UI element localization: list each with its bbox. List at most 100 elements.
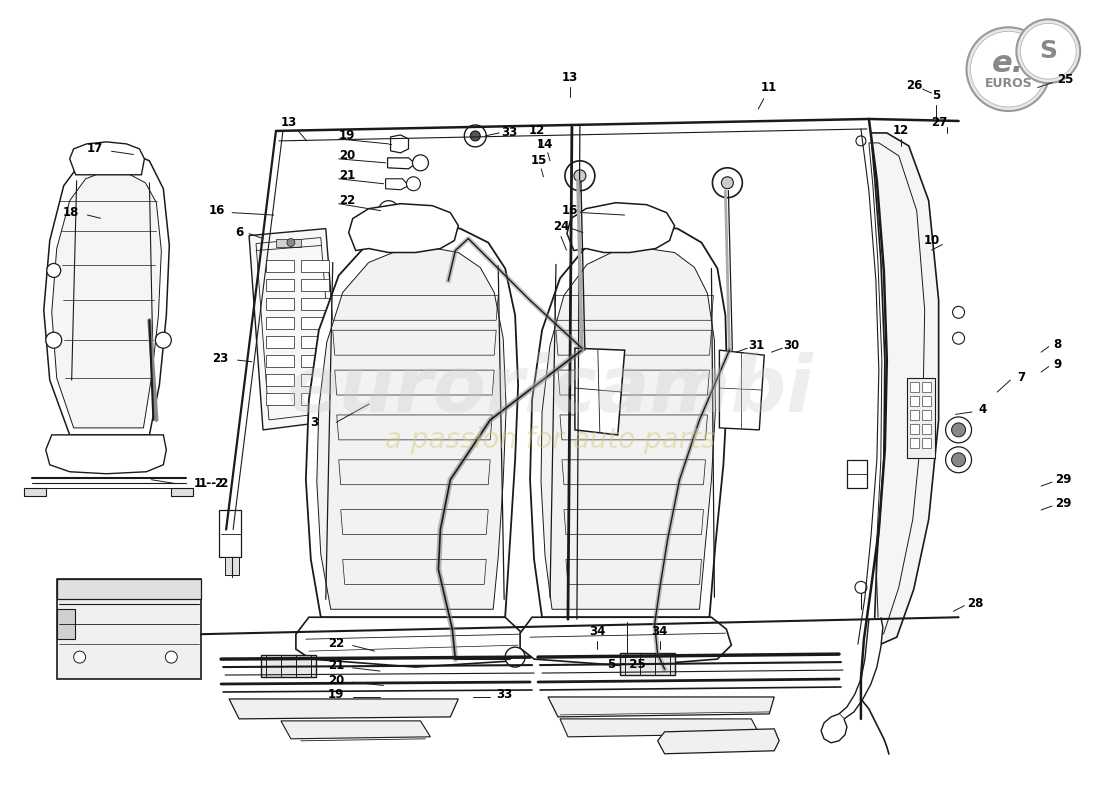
Text: 20: 20 [339, 150, 355, 162]
Bar [219, 510, 241, 558]
Text: 24: 24 [553, 220, 569, 233]
Circle shape [407, 177, 420, 190]
Polygon shape [52, 170, 162, 428]
Polygon shape [229, 699, 459, 719]
Text: 33: 33 [496, 689, 513, 702]
Text: 27: 27 [931, 116, 947, 129]
Circle shape [952, 423, 966, 437]
Circle shape [970, 31, 1046, 107]
Bar [910, 410, 918, 420]
Circle shape [165, 651, 177, 663]
Text: 11: 11 [761, 81, 778, 94]
Text: 16: 16 [209, 204, 224, 217]
Text: 10: 10 [923, 234, 939, 247]
Polygon shape [349, 204, 459, 253]
Circle shape [722, 177, 734, 189]
Polygon shape [296, 618, 525, 667]
Bar [226, 558, 239, 575]
Polygon shape [390, 135, 408, 153]
Bar [922, 424, 931, 434]
Bar [172, 488, 194, 496]
Circle shape [967, 27, 1050, 111]
Text: 29: 29 [1055, 497, 1071, 510]
Text: 15: 15 [531, 154, 547, 167]
Polygon shape [301, 355, 329, 367]
Circle shape [946, 417, 971, 443]
Text: 9: 9 [1054, 358, 1062, 370]
Polygon shape [301, 279, 329, 291]
Bar [922, 382, 931, 392]
Text: 14: 14 [537, 138, 552, 151]
Bar [847, 460, 867, 488]
Polygon shape [839, 618, 883, 719]
Text: 5: 5 [932, 89, 940, 102]
Bar [922, 396, 931, 406]
Polygon shape [46, 435, 166, 474]
Polygon shape [566, 202, 674, 253]
Text: 4: 4 [979, 403, 987, 416]
Circle shape [1016, 19, 1080, 83]
Circle shape [287, 238, 295, 246]
Circle shape [946, 447, 971, 473]
Polygon shape [44, 149, 169, 435]
Text: 13: 13 [562, 70, 578, 84]
Polygon shape [871, 133, 938, 644]
Circle shape [155, 332, 172, 348]
Text: 1 - 2: 1 - 2 [199, 478, 228, 490]
Polygon shape [719, 350, 764, 430]
Polygon shape [575, 348, 625, 435]
Circle shape [565, 161, 595, 190]
Circle shape [953, 332, 965, 344]
Text: 12: 12 [893, 124, 909, 137]
Circle shape [74, 651, 86, 663]
Text: 31: 31 [748, 339, 764, 352]
Polygon shape [317, 247, 506, 610]
Polygon shape [821, 714, 847, 743]
Circle shape [952, 453, 966, 466]
Text: 18: 18 [63, 206, 79, 219]
Circle shape [46, 332, 62, 348]
Polygon shape [387, 158, 416, 169]
Text: 13: 13 [280, 116, 297, 129]
Text: 28: 28 [967, 597, 983, 610]
Bar [57, 610, 75, 639]
Text: 23: 23 [212, 352, 228, 365]
Polygon shape [266, 374, 294, 386]
Circle shape [412, 155, 428, 170]
Text: 25: 25 [1057, 73, 1074, 86]
Text: 6: 6 [234, 226, 243, 239]
Circle shape [505, 647, 525, 667]
Text: 16: 16 [561, 204, 578, 217]
Text: 20: 20 [328, 674, 344, 687]
Text: 22: 22 [328, 637, 344, 650]
Text: S: S [1040, 39, 1057, 63]
Circle shape [1021, 23, 1076, 79]
Polygon shape [301, 393, 329, 405]
Bar [261, 655, 316, 677]
Text: 1 - 2: 1 - 2 [195, 478, 223, 490]
Text: euroricambi: euroricambi [287, 352, 813, 428]
Circle shape [856, 136, 866, 146]
Circle shape [953, 306, 965, 318]
Bar [910, 438, 918, 448]
Text: 12: 12 [529, 124, 544, 137]
Text: a passion for auto parts: a passion for auto parts [385, 426, 715, 454]
Text: 19: 19 [339, 130, 355, 142]
Circle shape [713, 168, 743, 198]
Text: 3: 3 [310, 416, 318, 429]
Text: 21: 21 [339, 170, 355, 182]
Polygon shape [280, 721, 430, 739]
Polygon shape [266, 318, 294, 330]
Text: 30: 30 [783, 339, 800, 352]
Polygon shape [266, 261, 294, 273]
Text: 34: 34 [651, 625, 668, 638]
Text: 5 - 25: 5 - 25 [608, 658, 646, 671]
Text: 33: 33 [502, 126, 517, 139]
Circle shape [464, 125, 486, 147]
Polygon shape [548, 697, 774, 717]
Text: 21: 21 [328, 659, 344, 672]
Polygon shape [658, 729, 779, 754]
Circle shape [47, 263, 60, 278]
Bar [910, 396, 918, 406]
Bar [922, 438, 931, 448]
